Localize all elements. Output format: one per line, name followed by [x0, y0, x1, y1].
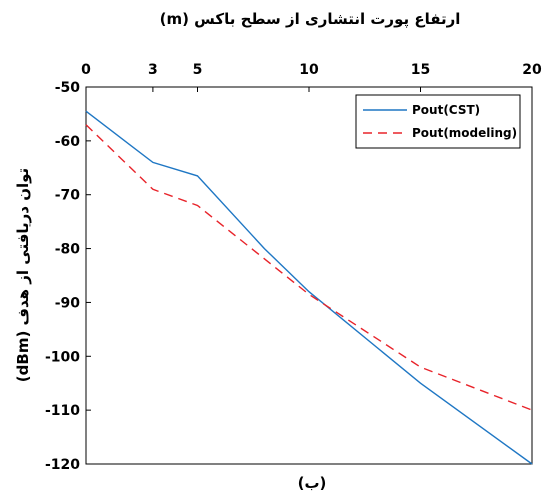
x-tick-label: 15: [411, 62, 430, 78]
x-tick-label: 5: [193, 62, 203, 78]
y-tick-label: -60: [55, 134, 81, 150]
x-tick-label: 0: [81, 62, 91, 78]
series-layer: [85, 110, 533, 465]
y-tick-label: -80: [55, 242, 81, 258]
figure-caption: (ب): [298, 474, 327, 492]
y-tick-label: -120: [45, 457, 80, 473]
series-line-pout-cst: [85, 110, 533, 465]
legend-box: [355, 94, 521, 149]
y-tick-label: -70: [55, 188, 81, 204]
y-axis-ticks: -50 -60 -70 -80 -90 -100 -110 -120: [45, 80, 91, 473]
x-tick-label: 20: [522, 62, 542, 78]
series-line-pout-modeling: [85, 124, 533, 411]
x-tick-label: 10: [299, 62, 319, 78]
legend-label-pout-modeling: Pout(modeling): [412, 126, 517, 140]
y-tick-label: -50: [55, 80, 81, 96]
plot-area-frame: [85, 86, 533, 465]
legend: Pout(CST) Pout(modeling): [355, 94, 521, 149]
x-axis-ticks: 0 3 5 10 15 20: [81, 62, 542, 92]
legend-label-pout-cst: Pout(CST): [412, 103, 480, 117]
y-tick-label: -110: [45, 403, 80, 419]
x-tick-label: 3: [148, 62, 158, 78]
x-axis-title: ارتفاع پورت انتشاری از سطح باکس (m): [160, 10, 461, 29]
y-tick-label: -100: [45, 349, 80, 365]
y-tick-label: -90: [55, 295, 81, 311]
y-axis-title: توان دریافتی از هدف (dBm): [14, 168, 32, 382]
